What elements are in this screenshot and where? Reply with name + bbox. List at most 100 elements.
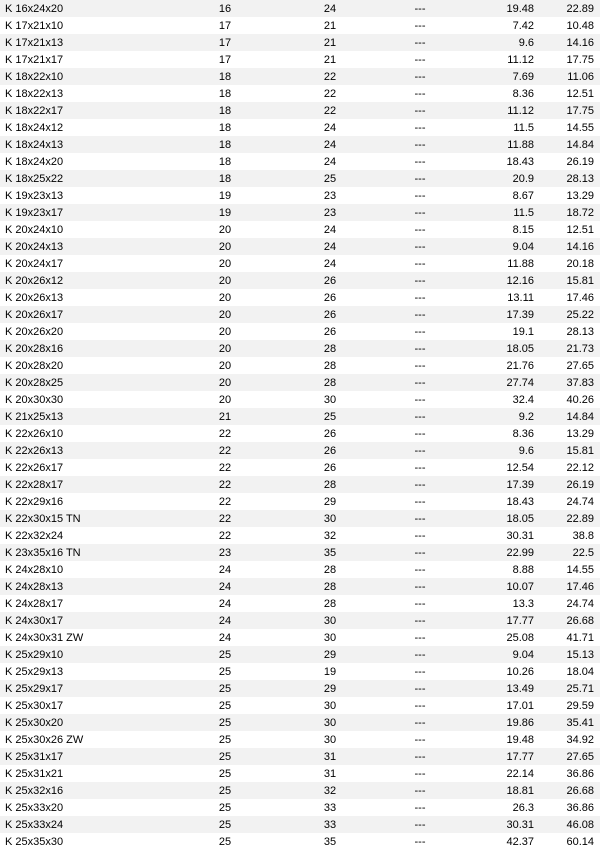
- table-cell: 15.81: [540, 442, 600, 459]
- table-cell: ---: [380, 306, 460, 323]
- table-cell: 17.77: [460, 748, 540, 765]
- table-cell: 14.84: [540, 408, 600, 425]
- table-cell: ---: [380, 255, 460, 272]
- table-cell: K 20x28x20: [0, 357, 170, 374]
- table-cell: 32.4: [460, 391, 540, 408]
- table-row: K 18x22x101822---7.6911.06: [0, 68, 600, 85]
- table-cell: K 24x30x31 ZW: [0, 629, 170, 646]
- table-cell: 17.39: [460, 306, 540, 323]
- table-row: K 20x28x252028---27.7437.83: [0, 374, 600, 391]
- table-cell: 15.13: [540, 646, 600, 663]
- table-cell: K 23x35x16 TN: [0, 544, 170, 561]
- table-cell: K 22x26x13: [0, 442, 170, 459]
- table-cell: ---: [380, 493, 460, 510]
- table-cell: 11.88: [460, 255, 540, 272]
- table-cell: ---: [380, 153, 460, 170]
- table-cell: K 24x30x17: [0, 612, 170, 629]
- table-row: K 20x30x302030---32.440.26: [0, 391, 600, 408]
- table-row: K 18x22x131822---8.3612.51: [0, 85, 600, 102]
- table-cell: K 25x29x10: [0, 646, 170, 663]
- table-cell: K 25x35x30: [0, 833, 170, 850]
- table-cell: 8.36: [460, 85, 540, 102]
- table-cell: 17: [170, 51, 280, 68]
- table-cell: K 17x21x13: [0, 34, 170, 51]
- table-cell: 21: [280, 51, 380, 68]
- table-cell: 22.89: [540, 510, 600, 527]
- table-cell: 26: [280, 425, 380, 442]
- table-cell: ---: [380, 782, 460, 799]
- table-cell: K 18x22x17: [0, 102, 170, 119]
- table-row: K 22x28x172228---17.3926.19: [0, 476, 600, 493]
- table-cell: 20: [170, 391, 280, 408]
- table-row: K 23x35x16 TN2335---22.9922.5: [0, 544, 600, 561]
- table-row: K 20x28x202028---21.7627.65: [0, 357, 600, 374]
- table-cell: 18: [170, 170, 280, 187]
- table-row: K 20x26x132026---13.1117.46: [0, 289, 600, 306]
- table-cell: 17.46: [540, 578, 600, 595]
- table-cell: ---: [380, 357, 460, 374]
- table-cell: 24: [170, 595, 280, 612]
- table-cell: 22.5: [540, 544, 600, 561]
- table-cell: ---: [380, 136, 460, 153]
- table-cell: 30: [280, 510, 380, 527]
- table-cell: 11.5: [460, 204, 540, 221]
- table-cell: 36.86: [540, 765, 600, 782]
- table-cell: ---: [380, 442, 460, 459]
- table-cell: K 22x29x16: [0, 493, 170, 510]
- table-row: K 17x21x131721---9.614.16: [0, 34, 600, 51]
- table-cell: 18.05: [460, 510, 540, 527]
- table-row: K 18x24x121824---11.514.55: [0, 119, 600, 136]
- table-cell: 60.14: [540, 833, 600, 850]
- table-cell: ---: [380, 578, 460, 595]
- table-cell: 8.88: [460, 561, 540, 578]
- table-row: K 22x26x132226---9.615.81: [0, 442, 600, 459]
- table-row: K 22x26x172226---12.5422.12: [0, 459, 600, 476]
- table-cell: 11.5: [460, 119, 540, 136]
- table-cell: ---: [380, 170, 460, 187]
- table-cell: 26: [280, 272, 380, 289]
- table-cell: K 18x24x12: [0, 119, 170, 136]
- table-cell: K 22x32x24: [0, 527, 170, 544]
- table-cell: K 20x26x12: [0, 272, 170, 289]
- table-row: K 25x29x132519---10.2618.04: [0, 663, 600, 680]
- table-cell: 20: [170, 289, 280, 306]
- table-cell: 24: [170, 612, 280, 629]
- table-cell: 17.46: [540, 289, 600, 306]
- table-row: K 25x30x172530---17.0129.59: [0, 697, 600, 714]
- table-body: K 16x24x201624---19.4822.89K 17x21x10172…: [0, 0, 600, 850]
- table-cell: K 25x29x13: [0, 663, 170, 680]
- table-cell: 25.08: [460, 629, 540, 646]
- table-cell: 25: [170, 782, 280, 799]
- table-cell: 30: [280, 629, 380, 646]
- table-row: K 18x25x221825---20.928.13: [0, 170, 600, 187]
- table-cell: 20: [170, 340, 280, 357]
- table-cell: 25: [280, 408, 380, 425]
- table-cell: 24.74: [540, 493, 600, 510]
- table-row: K 18x22x171822---11.1217.75: [0, 102, 600, 119]
- table-cell: ---: [380, 85, 460, 102]
- table-cell: 13.29: [540, 187, 600, 204]
- table-cell: 13.49: [460, 680, 540, 697]
- table-cell: K 25x29x17: [0, 680, 170, 697]
- table-cell: 37.83: [540, 374, 600, 391]
- table-cell: 10.07: [460, 578, 540, 595]
- table-cell: K 20x28x16: [0, 340, 170, 357]
- table-cell: 26: [280, 323, 380, 340]
- table-cell: 26: [280, 306, 380, 323]
- table-cell: 17: [170, 34, 280, 51]
- table-cell: 33: [280, 816, 380, 833]
- table-cell: 22: [280, 102, 380, 119]
- table-cell: ---: [380, 323, 460, 340]
- table-row: K 18x24x201824---18.4326.19: [0, 153, 600, 170]
- table-cell: K 20x24x17: [0, 255, 170, 272]
- table-cell: 22.12: [540, 459, 600, 476]
- table-cell: K 20x26x13: [0, 289, 170, 306]
- table-cell: ---: [380, 119, 460, 136]
- table-row: K 22x30x15 TN2230---18.0522.89: [0, 510, 600, 527]
- table-cell: ---: [380, 765, 460, 782]
- table-cell: 28.13: [540, 170, 600, 187]
- table-row: K 25x31x212531---22.1436.86: [0, 765, 600, 782]
- table-cell: 9.2: [460, 408, 540, 425]
- table-cell: 18: [170, 102, 280, 119]
- table-cell: K 19x23x17: [0, 204, 170, 221]
